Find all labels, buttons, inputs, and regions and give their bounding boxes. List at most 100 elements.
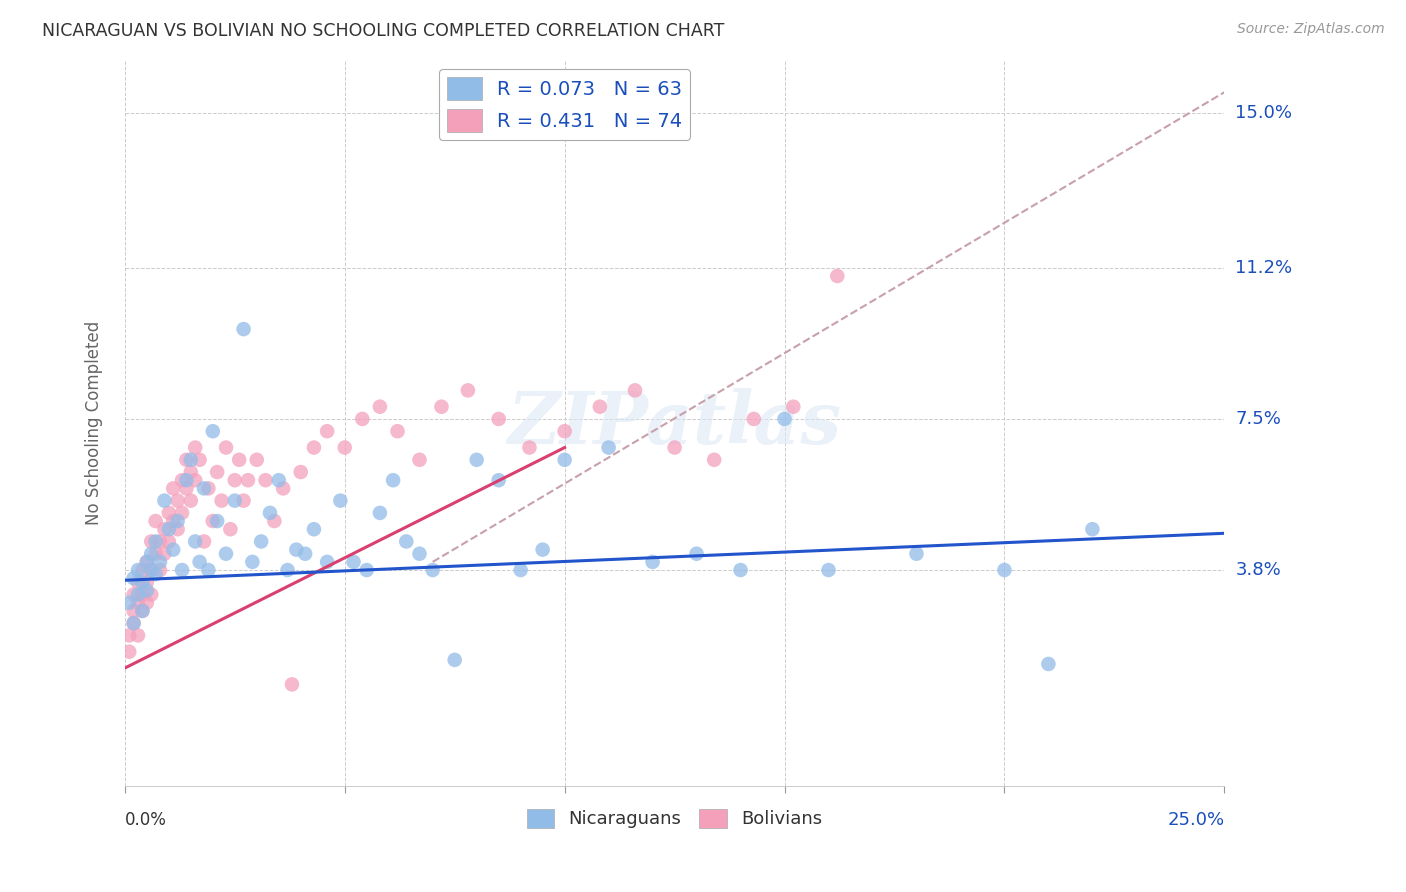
Point	[153, 493, 176, 508]
Point	[316, 424, 339, 438]
Point	[267, 473, 290, 487]
Point	[127, 575, 149, 590]
Point	[197, 563, 219, 577]
Point	[215, 441, 238, 455]
Point	[145, 547, 167, 561]
Point	[352, 412, 374, 426]
Point	[145, 514, 167, 528]
Point	[131, 604, 153, 618]
Point	[598, 441, 620, 455]
Point	[1038, 657, 1060, 671]
Point	[773, 412, 796, 426]
Point	[180, 452, 202, 467]
Point	[519, 441, 541, 455]
Point	[290, 465, 312, 479]
Point	[531, 542, 554, 557]
Point	[316, 555, 339, 569]
Point	[170, 506, 193, 520]
Point	[368, 400, 391, 414]
Text: NICARAGUAN VS BOLIVIAN NO SCHOOLING COMPLETED CORRELATION CHART: NICARAGUAN VS BOLIVIAN NO SCHOOLING COMP…	[42, 22, 724, 40]
Text: 25.0%: 25.0%	[1167, 812, 1225, 830]
Point	[329, 493, 352, 508]
Point	[219, 522, 242, 536]
Point	[554, 424, 576, 438]
Point	[443, 653, 465, 667]
Point	[430, 400, 453, 414]
Point	[259, 506, 281, 520]
Point	[176, 473, 198, 487]
Point	[1081, 522, 1104, 536]
Point	[157, 522, 180, 536]
Point	[145, 534, 167, 549]
Point	[246, 452, 269, 467]
Point	[141, 563, 163, 577]
Point	[224, 473, 246, 487]
Point	[408, 452, 430, 467]
Point	[153, 547, 176, 561]
Point	[382, 473, 405, 487]
Point	[122, 616, 145, 631]
Point	[135, 555, 157, 569]
Point	[162, 482, 184, 496]
Point	[730, 563, 752, 577]
Point	[176, 482, 198, 496]
Point	[263, 514, 285, 528]
Point	[589, 400, 612, 414]
Point	[193, 534, 215, 549]
Point	[641, 555, 664, 569]
Point	[166, 493, 188, 508]
Point	[993, 563, 1015, 577]
Point	[166, 514, 188, 528]
Point	[232, 322, 254, 336]
Point	[742, 412, 765, 426]
Point	[162, 514, 184, 528]
Point	[141, 588, 163, 602]
Point	[302, 522, 325, 536]
Point	[170, 563, 193, 577]
Point	[465, 452, 488, 467]
Point	[122, 616, 145, 631]
Point	[118, 645, 141, 659]
Point	[141, 563, 163, 577]
Point	[180, 465, 202, 479]
Point	[205, 514, 228, 528]
Point	[236, 473, 259, 487]
Y-axis label: No Schooling Completed: No Schooling Completed	[86, 321, 103, 525]
Point	[184, 534, 207, 549]
Point	[201, 424, 224, 438]
Point	[149, 534, 172, 549]
Point	[457, 384, 479, 398]
Point	[664, 441, 686, 455]
Point	[122, 604, 145, 618]
Text: ZIPatlas: ZIPatlas	[508, 387, 842, 458]
Point	[127, 588, 149, 602]
Point	[141, 534, 163, 549]
Point	[685, 547, 707, 561]
Point	[149, 563, 172, 577]
Point	[271, 482, 294, 496]
Point	[141, 547, 163, 561]
Point	[180, 493, 202, 508]
Point	[368, 506, 391, 520]
Point	[127, 563, 149, 577]
Point	[131, 604, 153, 618]
Point	[131, 588, 153, 602]
Text: 15.0%: 15.0%	[1236, 103, 1292, 121]
Point	[135, 596, 157, 610]
Point	[342, 555, 364, 569]
Point	[149, 555, 172, 569]
Point	[135, 583, 157, 598]
Point	[162, 542, 184, 557]
Point	[277, 563, 299, 577]
Point	[145, 567, 167, 582]
Point	[122, 588, 145, 602]
Point	[170, 473, 193, 487]
Point	[122, 571, 145, 585]
Point	[294, 547, 316, 561]
Point	[157, 534, 180, 549]
Point	[333, 441, 356, 455]
Point	[281, 677, 304, 691]
Point	[176, 452, 198, 467]
Legend: Nicaraguans, Bolivians: Nicaraguans, Bolivians	[520, 802, 830, 836]
Point	[215, 547, 238, 561]
